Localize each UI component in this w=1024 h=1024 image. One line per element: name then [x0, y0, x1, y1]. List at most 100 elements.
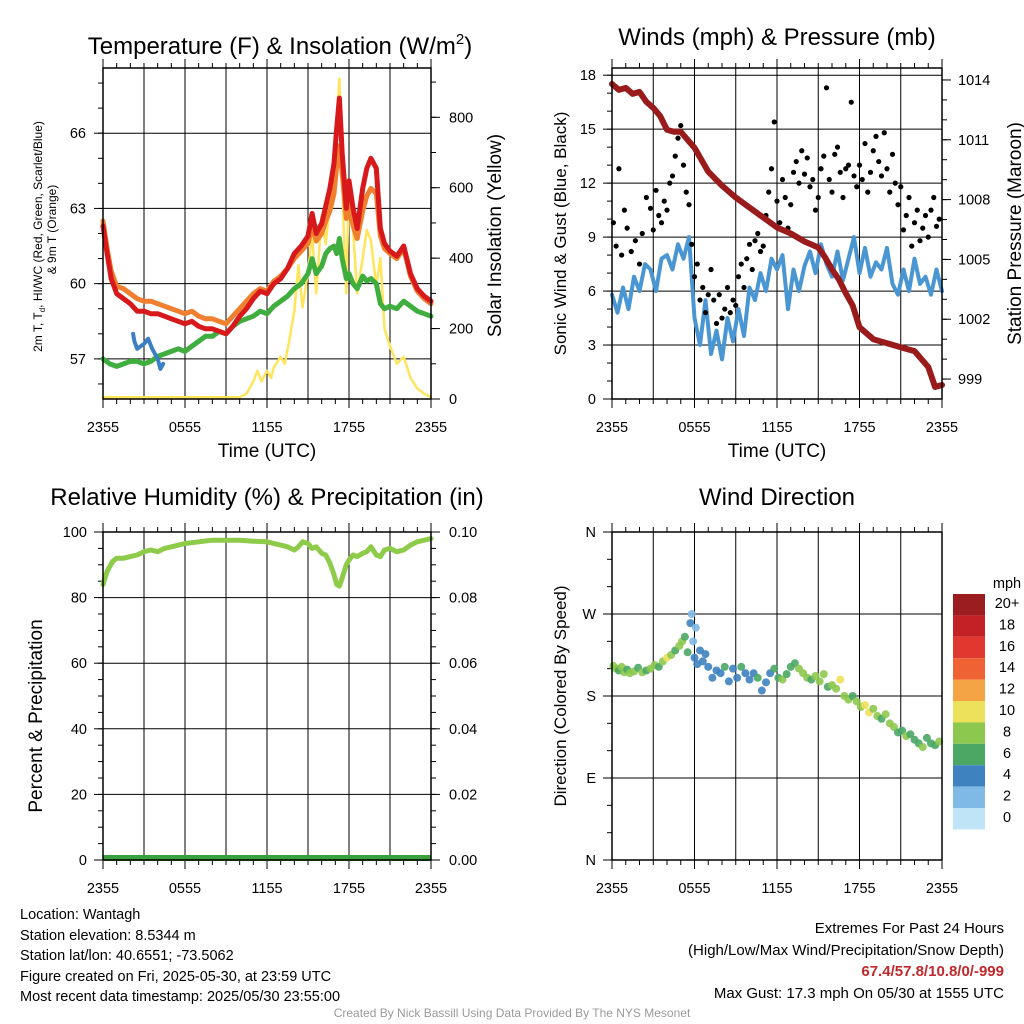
extremes-values: 67.4/57.8/10.8/0/-999 — [861, 963, 1004, 980]
gust-point — [854, 184, 860, 190]
gust-point — [621, 207, 627, 213]
gust-point — [832, 151, 838, 157]
x-tick-label: 1755 — [333, 420, 365, 436]
gust-point — [884, 166, 890, 172]
gust-point — [741, 284, 747, 291]
extremes-block: Extremes For Past 24 Hours (High/Low/Max… — [688, 918, 1004, 1004]
colorbar-label: 14 — [999, 660, 1015, 676]
gust-point — [708, 266, 714, 273]
x-tick-label: 0555 — [169, 881, 201, 897]
gust-point — [788, 202, 794, 208]
y-tick-label: 80 — [71, 591, 87, 607]
y2-tick-label: 999 — [958, 372, 982, 388]
y2-tick-label: 0.02 — [449, 787, 477, 803]
gust-point — [821, 153, 827, 159]
gust-point — [678, 122, 684, 129]
gust-point — [911, 220, 918, 226]
direction-point — [811, 671, 820, 680]
precipitation-bar — [103, 855, 431, 861]
gust-point — [639, 230, 645, 237]
panel-temperature: 2355 0555 1155 1755 2355 57 60 63 66 0 200 400 600 80… — [31, 31, 506, 462]
x-tick-label: 2355 — [87, 881, 119, 897]
direction-point — [815, 677, 824, 686]
direction-point — [898, 726, 907, 735]
gust-point — [650, 227, 656, 233]
gust-point — [834, 144, 841, 150]
y-tick-label: W — [582, 607, 596, 623]
gust-point — [658, 220, 665, 226]
wind-speed-line — [610, 235, 944, 362]
gust-point — [724, 284, 731, 291]
gust-point — [903, 212, 909, 219]
direction-point — [906, 730, 915, 739]
gust-point — [755, 230, 761, 237]
y-tick-label: 100 — [63, 525, 87, 541]
colorbar-swatch — [953, 743, 985, 766]
gust-point — [878, 173, 885, 179]
direction-point — [680, 632, 689, 641]
chart-title: Wind Direction — [699, 484, 855, 511]
gust-point — [933, 223, 940, 229]
y2-axis-label: Station Pressure (Maroon) — [1005, 122, 1024, 345]
y-tick-label: N — [586, 853, 596, 869]
y2-tick-label: 200 — [449, 322, 473, 338]
y-tick-label: 12 — [580, 176, 596, 192]
x-tick-label: 2355 — [926, 420, 958, 436]
gust-point — [656, 212, 662, 219]
direction-point — [690, 653, 699, 662]
gust-point — [804, 155, 810, 161]
y-tick-label: 3 — [588, 338, 596, 354]
x-tick-label: 1755 — [843, 420, 875, 436]
x-tick-label: 2355 — [926, 881, 958, 897]
gust-point — [823, 85, 830, 91]
gust-point — [672, 153, 678, 159]
gust-point — [774, 198, 780, 204]
gust-point — [694, 261, 700, 267]
colorbar-swatch — [953, 765, 985, 787]
y-tick-label: 20 — [71, 787, 87, 803]
colorbar-label: 18 — [999, 617, 1015, 633]
x-tick-label: 0555 — [678, 881, 710, 897]
gust-point — [812, 207, 819, 213]
direction-point — [778, 675, 787, 684]
extremes-title: Extremes For Past 24 Hours — [814, 920, 1004, 937]
gust-point — [914, 207, 920, 213]
y-tick-label: 57 — [70, 352, 86, 368]
gust-point — [900, 227, 907, 233]
gust-point — [851, 173, 857, 179]
y-axis-label: 2m T, Td, HI/WC (Red, Green, Scarlet/Blu… — [31, 121, 47, 352]
y-axis-label: Direction (Colored By Speed) — [551, 585, 570, 806]
colorbar-swatch — [953, 658, 985, 680]
y2-tick-label: 1014 — [958, 73, 990, 89]
gust-point — [796, 180, 802, 186]
colorbar-label: 6 — [1003, 746, 1011, 762]
colorbar-swatch — [953, 679, 985, 701]
gust-point — [895, 202, 901, 208]
direction-point — [729, 664, 737, 673]
direction-point — [753, 673, 762, 682]
direction-point — [762, 678, 770, 687]
gust-point — [790, 169, 797, 175]
gust-point — [777, 220, 783, 226]
y-tick-label: 15 — [580, 122, 596, 138]
x-tick-label: 2355 — [596, 420, 628, 436]
windchill-line — [131, 331, 166, 371]
y2-tick-label: 0.06 — [449, 656, 477, 672]
x-tick-label: 2355 — [415, 881, 447, 897]
colorbar-swatch — [953, 701, 985, 723]
gust-point — [664, 207, 670, 213]
direction-point — [782, 670, 791, 679]
gust-point — [711, 297, 717, 303]
gust-point — [887, 189, 893, 195]
gust-point — [840, 194, 846, 201]
direction-point — [708, 673, 717, 682]
gust-point — [898, 184, 904, 190]
gust-point — [705, 292, 711, 298]
gust-point — [801, 171, 808, 177]
y2-tick-label: 0.00 — [449, 853, 477, 869]
direction-point — [733, 673, 742, 682]
colorbar-label: 12 — [999, 682, 1015, 698]
station-location: Location: Wantagh — [20, 907, 141, 923]
